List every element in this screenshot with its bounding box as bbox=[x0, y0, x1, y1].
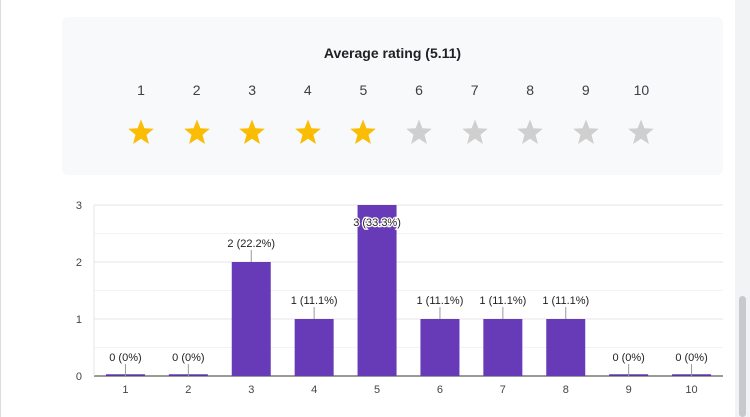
bar bbox=[420, 319, 460, 376]
star-icon bbox=[348, 117, 378, 147]
rating-scale-label: 7 bbox=[470, 82, 479, 98]
x-tick-label: 10 bbox=[685, 384, 697, 396]
star-icon bbox=[237, 117, 267, 147]
data-label: 1 (11.1%) bbox=[291, 295, 338, 307]
rating-distribution-chart: 0 1 2 3 0 (0%) 1 0 (0%) 2 2 (22.2%) 3 1 (11.1%) 4 3 … bbox=[76, 200, 723, 396]
y-tick-label: 0 bbox=[76, 371, 82, 383]
star-icon bbox=[515, 117, 545, 147]
rating-scale-label: 3 bbox=[248, 82, 257, 98]
star-icon bbox=[293, 117, 323, 147]
x-tick-label: 8 bbox=[563, 384, 569, 396]
star-icon bbox=[460, 117, 490, 147]
data-label: 1 (11.1%) bbox=[479, 295, 526, 307]
star-icon bbox=[626, 117, 656, 147]
scrollbar-thumb[interactable] bbox=[739, 296, 746, 417]
bar bbox=[294, 319, 334, 376]
rating-scale-label: 2 bbox=[192, 82, 201, 98]
bar bbox=[546, 319, 586, 376]
rating-scale-label: 1 bbox=[137, 82, 145, 98]
x-tick-label: 9 bbox=[626, 384, 632, 396]
y-tick-label: 1 bbox=[76, 314, 82, 326]
average-rating-title: Average rating (5.11) bbox=[323, 45, 462, 61]
data-label: 0 (0%) bbox=[172, 352, 204, 364]
data-label: 0 (0%) bbox=[675, 352, 707, 364]
rating-scale-label: 4 bbox=[303, 82, 312, 98]
bar bbox=[357, 205, 397, 376]
data-label: 0 (0%) bbox=[612, 352, 644, 364]
rating-scale-label: 10 bbox=[633, 82, 650, 98]
rating-scale-label: 5 bbox=[359, 82, 368, 98]
data-label: 1 (11.1%) bbox=[542, 295, 589, 307]
y-tick-label: 2 bbox=[76, 257, 82, 269]
rating-scale-label: 6 bbox=[415, 82, 423, 98]
bar bbox=[231, 262, 271, 376]
star-icon bbox=[404, 117, 434, 147]
star-icon bbox=[571, 117, 601, 147]
x-tick-label: 5 bbox=[374, 384, 380, 396]
data-label: 2 (22.2%) bbox=[227, 238, 275, 250]
y-tick-label: 3 bbox=[76, 200, 82, 212]
rating-scale-label: 9 bbox=[581, 82, 590, 98]
star-icon bbox=[126, 117, 156, 147]
x-tick-label: 4 bbox=[311, 384, 317, 396]
data-label: 0 (0%) bbox=[109, 352, 141, 364]
x-tick-label: 2 bbox=[185, 384, 191, 396]
x-tick-label: 7 bbox=[500, 384, 506, 396]
x-tick-label: 3 bbox=[248, 384, 254, 396]
star-icon bbox=[182, 117, 212, 147]
x-tick-label: 1 bbox=[122, 384, 128, 396]
x-tick-label: 6 bbox=[437, 384, 443, 396]
rating-summary-card: Average rating (5.11) 1 2 3 4 5 6 7 8 9 10 bbox=[62, 17, 723, 175]
left-border bbox=[0, 0, 1, 417]
scrollbar-track[interactable] bbox=[735, 0, 750, 417]
bar bbox=[483, 319, 523, 376]
data-label: 3 (33.3%) bbox=[353, 217, 401, 229]
rating-scale-label: 8 bbox=[526, 82, 535, 98]
data-label: 1 (11.1%) bbox=[417, 295, 464, 307]
